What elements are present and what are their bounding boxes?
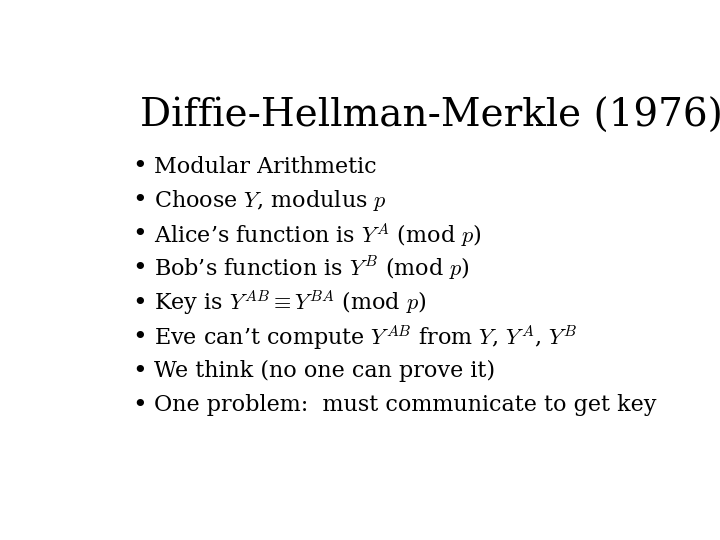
Text: •: • <box>132 394 147 417</box>
Text: We think (no one can prove it): We think (no one can prove it) <box>154 360 495 382</box>
Text: •: • <box>132 155 147 178</box>
Text: Key is $\mathit{Y}^{AB} \equiv \mathit{Y}^{BA}$ (mod $\mathit{p}$): Key is $\mathit{Y}^{AB} \equiv \mathit{Y… <box>154 289 426 318</box>
Text: •: • <box>132 326 147 349</box>
Text: Bob’s function is $\mathit{Y}^B$ (mod $\mathit{p}$): Bob’s function is $\mathit{Y}^B$ (mod $\… <box>154 255 470 283</box>
Text: •: • <box>132 189 147 212</box>
Text: Alice’s function is $\mathit{Y}^A$ (mod $\mathit{p}$): Alice’s function is $\mathit{Y}^A$ (mod … <box>154 221 482 249</box>
Text: Choose $\mathit{Y}$, modulus $\mathit{p}$: Choose $\mathit{Y}$, modulus $\mathit{p}… <box>154 188 387 213</box>
Text: •: • <box>132 360 147 383</box>
Text: Eve can’t compute $\mathit{Y}^{AB}$ from $\mathit{Y}$, $\mathit{Y}^A$, $\mathit{: Eve can’t compute $\mathit{Y}^{AB}$ from… <box>154 323 577 352</box>
Text: Diffie-Hellman-Merkle (1976): Diffie-Hellman-Merkle (1976) <box>140 98 720 135</box>
Text: •: • <box>132 258 147 280</box>
Text: •: • <box>132 224 147 246</box>
Text: One problem:  must communicate to get key: One problem: must communicate to get key <box>154 394 657 416</box>
Text: •: • <box>132 292 147 315</box>
Text: Modular Arithmetic: Modular Arithmetic <box>154 156 377 178</box>
